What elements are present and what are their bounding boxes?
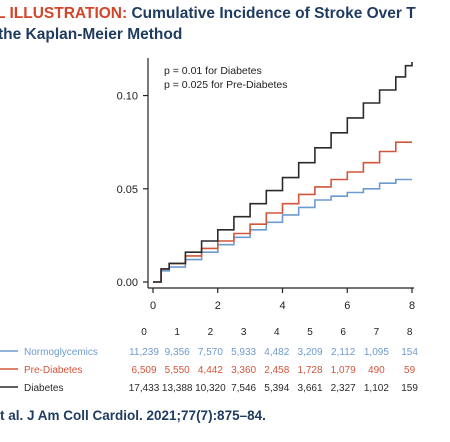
risk-table-cell: 4,482 [264, 347, 289, 358]
series-line-normoglycemics [153, 178, 412, 283]
risk-table-cell: 4,442 [198, 365, 223, 376]
x-tick-label: 2 [215, 300, 221, 312]
risk-table-cell: 7,546 [231, 383, 256, 394]
risk-table-time: 7 [374, 327, 380, 338]
risk-table-time: 5 [307, 327, 313, 338]
citation: t al. J Am Coll Cardiol. 2021;77(7):875–… [0, 408, 266, 423]
series-line-pre-diabetes [153, 141, 412, 283]
risk-table-row-label: Normoglycemics [24, 347, 98, 358]
risk-table-cell: 6,509 [131, 365, 156, 376]
risk-table-row-label: Pre-Diabetes [24, 365, 82, 376]
x-tick-label: 4 [279, 300, 285, 312]
risk-table-time: 4 [274, 327, 280, 338]
risk-table-cell: 2,112 [331, 347, 356, 358]
x-tick-label: 8 [409, 300, 415, 312]
series-line-diabetes [153, 62, 413, 283]
risk-table-cell: 17,433 [129, 383, 160, 394]
title-line-2: the Kaplan-Meier Method [0, 26, 183, 43]
risk-table-row-label: Diabetes [24, 383, 63, 394]
risk-table-cell: 159 [401, 383, 418, 394]
risk-table-cell: 2,458 [264, 365, 289, 376]
risk-table-cell: 1,102 [364, 383, 389, 394]
title-main: Cumulative Incidence of Stroke Over T [131, 5, 416, 22]
risk-table-time: 1 [174, 327, 180, 338]
risk-table-time: 0 [141, 327, 147, 338]
risk-table-cell: 1,095 [364, 347, 389, 358]
risk-table-cell: 59 [404, 365, 416, 376]
risk-table-cell: 5,550 [165, 365, 190, 376]
y-tick-label: 0.05 [117, 184, 138, 196]
risk-table-cell: 10,320 [195, 383, 226, 394]
y-tick-label: 0.10 [117, 91, 138, 103]
risk-table-cell: 490 [368, 365, 385, 376]
risk-table-cell: 3,661 [297, 383, 322, 394]
risk-table-time: 3 [241, 327, 247, 338]
risk-table-cell: 5,933 [231, 347, 256, 358]
risk-table-cell: 3,209 [297, 347, 322, 358]
header: L ILLUSTRATION: Cumulative Incidence of … [0, 0, 450, 50]
risk-table-cell: 7,570 [198, 347, 223, 358]
x-tick-label: 0 [150, 300, 156, 312]
y-tick-label: 0.00 [117, 277, 138, 289]
risk-table-cell: 5,394 [264, 383, 289, 394]
title-line-1: L ILLUSTRATION: Cumulative Incidence of … [0, 5, 416, 23]
p-value-annotation: p = 0.025 for Pre-Diabetes [164, 79, 287, 91]
title-prefix: L ILLUSTRATION: [0, 5, 128, 22]
x-tick-label: 6 [344, 300, 350, 312]
risk-table-cell: 1,079 [331, 365, 356, 376]
risk-table-time: 6 [340, 327, 346, 338]
risk-table-time: 2 [208, 327, 214, 338]
p-value-annotation: p = 0.01 for Diabetes [164, 65, 262, 77]
risk-table-cell: 154 [401, 347, 418, 358]
risk-table-cell: 2,327 [331, 383, 356, 394]
risk-table-cell: 9,356 [165, 347, 190, 358]
risk-table-cell: 1,728 [297, 365, 322, 376]
risk-table-cell: 13,388 [162, 383, 193, 394]
risk-table-time: 8 [407, 327, 413, 338]
risk-table-cell: 11,239 [129, 347, 159, 358]
risk-table-cell: 3,360 [231, 365, 256, 376]
